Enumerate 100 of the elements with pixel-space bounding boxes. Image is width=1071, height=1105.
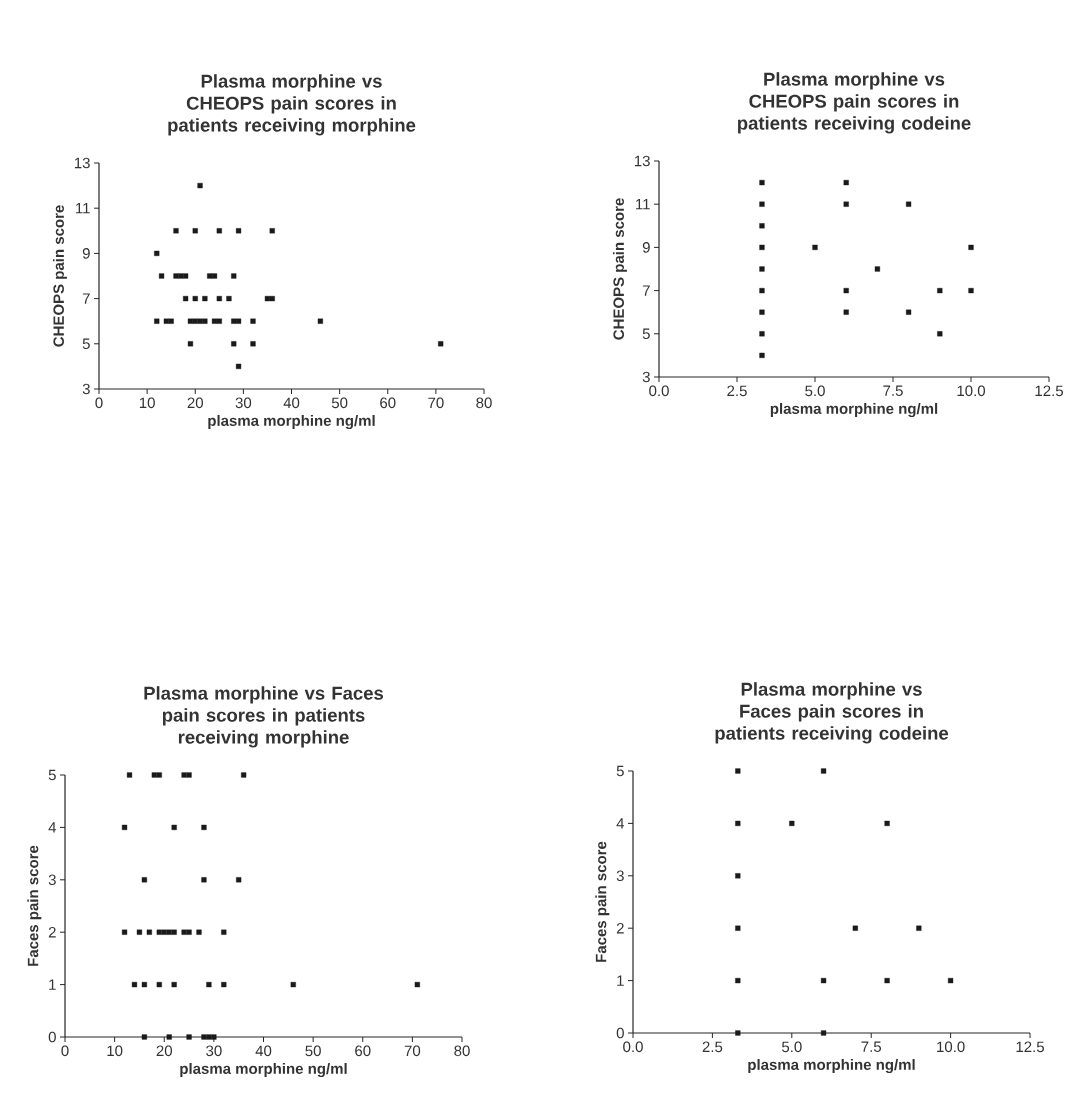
point (201, 877, 207, 883)
point (136, 929, 143, 935)
point (968, 287, 974, 294)
point (759, 266, 765, 272)
point (735, 978, 741, 984)
x-tick-label: 7.5 (861, 1041, 882, 1052)
x-tick-label: 5.0 (805, 385, 825, 397)
point (241, 772, 247, 778)
point (250, 318, 256, 324)
point (874, 266, 881, 272)
x-tick-label: 10.0 (957, 385, 986, 397)
y-tick-label: 2 (48, 926, 56, 938)
point (438, 341, 444, 347)
point (235, 363, 242, 369)
point (141, 1034, 147, 1040)
point (181, 929, 187, 935)
point (820, 1030, 827, 1036)
y-tick-label: 2 (616, 922, 624, 934)
point (146, 929, 152, 935)
point (206, 1034, 212, 1040)
y-tick-label: 3 (48, 874, 56, 886)
point (231, 273, 237, 279)
x-axis-title: plasma morphine ng/ml (748, 1058, 915, 1074)
point (187, 341, 194, 347)
point (221, 982, 227, 988)
chart-title: Plasma morphine vs CHEOPS pain scores in patients receiving morphine (168, 74, 416, 136)
x-tick-label: 12.5 (1016, 1041, 1044, 1053)
point (221, 929, 227, 935)
point (158, 273, 165, 279)
point (820, 768, 827, 774)
point (192, 318, 198, 324)
point (290, 982, 296, 988)
x-axis-title: plasma morphine ng/ml (180, 1062, 347, 1078)
y-tick-label: 11 (636, 199, 650, 210)
x-tick-label: 70 (428, 397, 444, 409)
point (317, 318, 323, 324)
point (735, 873, 741, 879)
y-tick-label: 5 (82, 338, 90, 350)
point (121, 929, 128, 935)
x-tick-label: 20 (156, 1045, 172, 1057)
x-tick-label: 50 (305, 1045, 321, 1057)
x-tick-label: 30 (235, 397, 252, 409)
point (414, 982, 420, 988)
point (141, 982, 147, 988)
point (759, 201, 765, 207)
x-axis-title: plasma morphine ng/ml (770, 402, 938, 418)
y-tick-label: 13 (634, 155, 650, 167)
y-tick-label: 5 (616, 765, 624, 777)
point (236, 877, 242, 883)
y-tick-label: 13 (74, 157, 90, 169)
point (166, 1034, 172, 1040)
x-tick-label: 0.0 (623, 1041, 643, 1053)
point (269, 228, 275, 234)
point (735, 925, 741, 931)
point (154, 250, 160, 256)
x-tick-label: 2.5 (702, 1041, 723, 1053)
point (183, 273, 189, 279)
x-tick-label: 5.0 (781, 1041, 802, 1053)
point (201, 1034, 207, 1040)
x-tick-label: 0.0 (649, 385, 669, 397)
point (759, 287, 765, 294)
point (216, 318, 222, 324)
point (178, 273, 184, 279)
point (141, 877, 147, 883)
y-tick-label: 7 (642, 285, 650, 296)
y-tick-label: 1 (617, 975, 624, 986)
y-tick-label: 3 (642, 371, 650, 383)
x-tick-label: 0 (61, 1045, 69, 1057)
point (759, 179, 765, 186)
point (201, 824, 207, 830)
y-tick-label: 5 (642, 328, 650, 340)
point (202, 318, 208, 324)
point (906, 201, 912, 207)
x-tick-label: 10 (107, 1045, 123, 1057)
chart-title: Plasma morphine vs CHEOPS pain scores in patients receiving codeine (738, 72, 971, 134)
point (156, 982, 162, 988)
x-tick-label: 12.5 (1035, 385, 1063, 397)
point (937, 331, 943, 337)
y-axis-title: Faces pain score (595, 841, 610, 962)
point (759, 244, 765, 250)
point (250, 341, 256, 347)
x-tick-label: 70 (404, 1045, 421, 1057)
point (884, 820, 890, 826)
point (759, 352, 765, 358)
point (156, 929, 162, 935)
y-tick-label: 7 (82, 293, 90, 304)
chart-title: Plasma morphine vs Faces pain scores in patients receiving codeine (715, 682, 949, 744)
point (211, 273, 218, 279)
point (181, 772, 187, 778)
x-tick-label: 60 (380, 397, 396, 409)
point (948, 978, 954, 984)
x-tick-label: 30 (206, 1045, 222, 1057)
y-tick-label: 1 (49, 979, 56, 990)
point (173, 273, 179, 279)
x-axis-title: plasma morphine ng/ml (208, 414, 375, 430)
point (171, 929, 177, 935)
point (759, 309, 765, 315)
x-tick-label: 7.5 (883, 385, 903, 396)
x-tick-label: 2.5 (727, 385, 747, 397)
point (186, 772, 192, 778)
